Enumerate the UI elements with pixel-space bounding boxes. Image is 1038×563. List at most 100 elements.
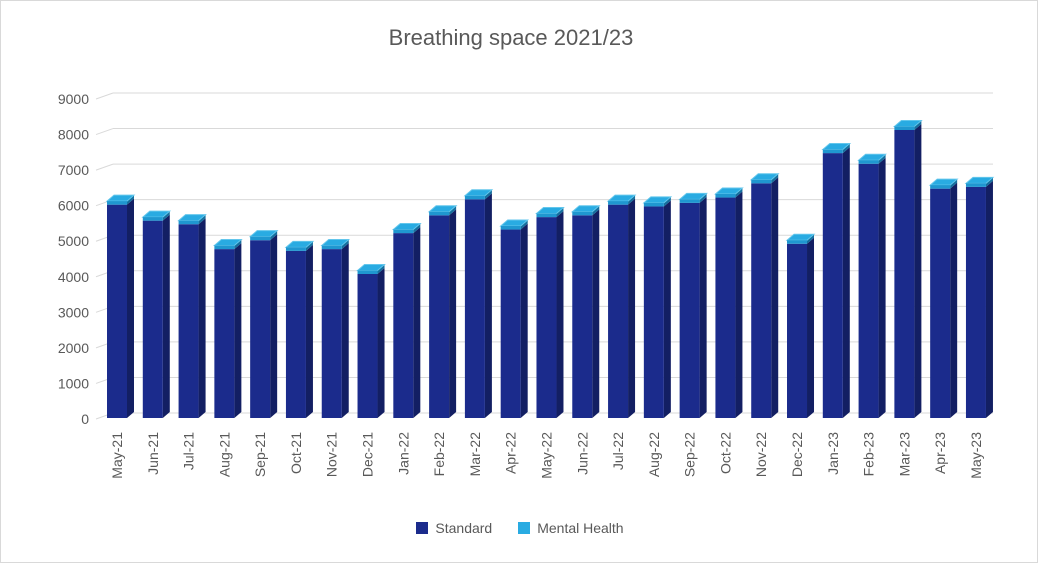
- bar-front-standard: [608, 204, 629, 418]
- bar-side-standard: [162, 214, 170, 418]
- x-tick-label: Dec-22: [789, 432, 805, 477]
- x-tick-label: Jun-22: [574, 432, 590, 475]
- bar-front-mental-health: [357, 270, 378, 274]
- bar-Jun-21: [141, 210, 172, 418]
- y-tick-label: 2000: [58, 340, 89, 356]
- grid-depth-tick: [95, 128, 114, 136]
- bar-May-22: [535, 207, 565, 418]
- bar-side-mental-health: [699, 193, 707, 203]
- bar-front-mental-health: [679, 199, 700, 203]
- bar-side-standard: [449, 209, 457, 418]
- bar-side-standard: [807, 237, 815, 418]
- bar-side-mental-health: [520, 220, 528, 230]
- bar-Dec-21: [356, 263, 386, 418]
- bar-side-standard: [735, 191, 743, 418]
- bar-front-mental-health: [965, 183, 986, 187]
- y-tick-label: 4000: [58, 269, 89, 285]
- bar-side-standard: [305, 244, 313, 418]
- legend: Standard Mental Health: [1, 520, 1037, 536]
- bar-side-standard: [413, 227, 421, 418]
- x-tick-label: Sep-21: [252, 432, 268, 477]
- bar-front-standard: [536, 217, 557, 418]
- bar-Jul-22: [606, 194, 637, 418]
- bar-Feb-23: [857, 153, 887, 418]
- bar-Dec-22: [785, 233, 816, 418]
- bar-side-mental-health: [449, 205, 457, 216]
- bar-front-standard: [679, 202, 700, 418]
- bar-Jun-22: [570, 205, 601, 418]
- x-tick-label: Feb-23: [861, 432, 877, 477]
- x-tick-label: Jul-21: [181, 432, 197, 470]
- bar-front-mental-health: [608, 201, 629, 205]
- bar-front-standard: [930, 188, 951, 418]
- bar-front-mental-health: [572, 211, 593, 216]
- bar-front-mental-health: [393, 229, 414, 234]
- bar-front-mental-health: [178, 220, 199, 225]
- bar-side-standard: [341, 243, 349, 418]
- grid-depth-tick: [95, 92, 114, 100]
- bar-side-mental-health: [592, 205, 600, 216]
- x-tick-label: Oct-21: [288, 432, 304, 474]
- bar-side-standard: [914, 124, 922, 418]
- bar-front-mental-health: [751, 179, 772, 184]
- x-tick-label: Aug-21: [216, 432, 232, 477]
- bar-Oct-22: [714, 187, 744, 418]
- x-tick-label: Feb-22: [431, 432, 447, 477]
- bar-side-mental-health: [305, 241, 313, 251]
- bar-front-mental-health: [643, 202, 664, 207]
- bar-May-23: [964, 176, 995, 418]
- bar-side-mental-health: [985, 177, 993, 187]
- bar-front-standard: [321, 249, 342, 418]
- bar-front-standard: [107, 204, 127, 418]
- bar-side-mental-health: [663, 196, 671, 207]
- x-tick-label: Sep-22: [682, 432, 698, 477]
- bar-front-mental-health: [214, 245, 235, 250]
- bar-side-mental-health: [842, 143, 850, 154]
- bar-front-standard: [250, 240, 271, 418]
- bar-side-mental-health: [127, 195, 134, 205]
- bar-May-21: [105, 194, 136, 418]
- bar-side-mental-health: [950, 179, 958, 189]
- x-tick-label: Apr-22: [503, 432, 519, 474]
- x-tick-label: May-22: [538, 432, 554, 479]
- bar-side-mental-health: [914, 120, 922, 130]
- bar-Sep-21: [248, 230, 279, 418]
- x-axis-labels: May-21 Jun-21 Jul-21 Aug-21 Sep-21 Oct-21 Nov-…: [109, 432, 984, 479]
- bar-front-mental-health: [715, 194, 736, 198]
- bar-side-mental-health: [807, 234, 815, 244]
- y-tick-label: 9000: [58, 91, 89, 107]
- bar-front-mental-health: [500, 226, 521, 230]
- bar-front-standard: [214, 249, 235, 418]
- bar-Apr-22: [499, 219, 530, 418]
- x-tick-label: May-21: [109, 432, 125, 479]
- bar-front-standard: [572, 215, 593, 418]
- bar-Apr-23: [928, 178, 959, 418]
- bar-front-standard: [751, 183, 772, 418]
- bar-side-mental-health: [198, 214, 206, 225]
- bar-Jul-21: [177, 214, 207, 418]
- bar-front-mental-health: [536, 213, 557, 218]
- x-tick-label: Aug-22: [646, 432, 662, 477]
- y-tick-label: 0: [81, 411, 89, 427]
- bar-front-mental-health: [142, 217, 163, 221]
- bar-front-mental-health: [107, 201, 127, 205]
- bar-side-standard: [234, 243, 242, 418]
- x-tick-label: Jan-22: [395, 432, 411, 475]
- x-tick-label: Jun-21: [145, 432, 161, 475]
- bar-side-standard: [592, 209, 600, 418]
- bar-side-mental-health: [878, 154, 886, 164]
- bar-side-standard: [771, 177, 779, 418]
- bar-side-standard: [484, 193, 492, 418]
- bar-front-mental-health: [285, 247, 306, 251]
- bar-side-mental-health: [484, 189, 492, 200]
- bar-Aug-21: [213, 239, 243, 418]
- y-tick-label: 6000: [58, 198, 89, 214]
- bar-front-standard: [858, 163, 879, 418]
- bar-side-mental-health: [270, 230, 278, 241]
- bar-front-standard: [393, 233, 414, 418]
- x-tick-label: Nov-22: [753, 432, 769, 477]
- y-tick-label: 3000: [58, 304, 89, 320]
- bar-front-mental-health: [930, 185, 951, 189]
